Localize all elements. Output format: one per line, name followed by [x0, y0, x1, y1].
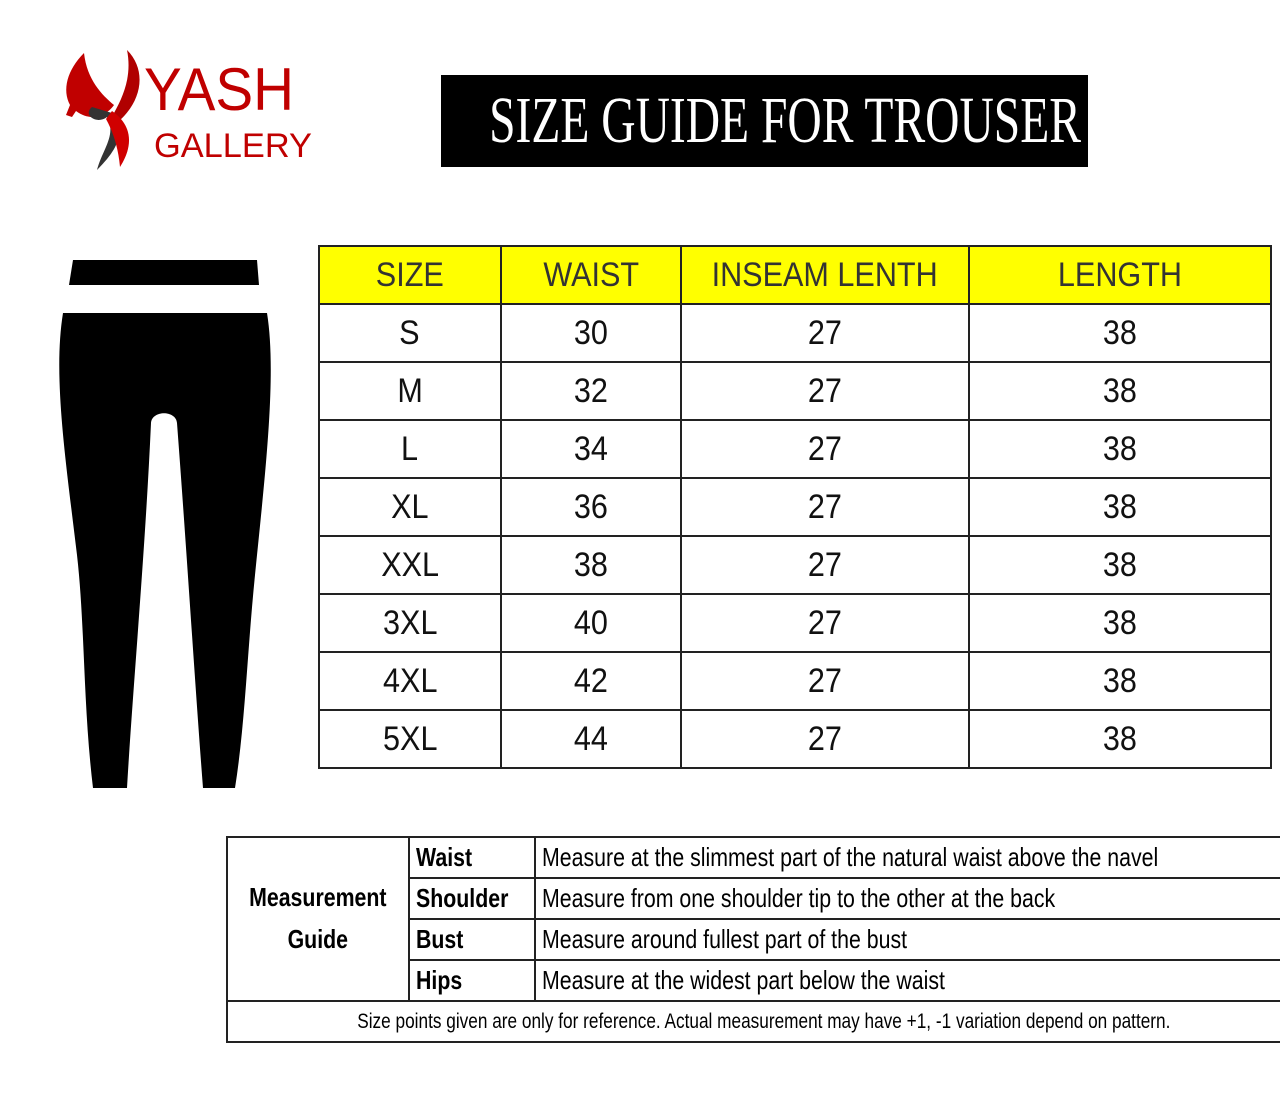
size-row: XXL 38 27 38	[318, 535, 1273, 595]
guide-row: Bust Measure around fullest part of the …	[227, 918, 1280, 961]
size-cell: S	[318, 303, 502, 363]
size-row: 5XL 44 27 38	[318, 709, 1273, 769]
page-title: SIZE GUIDE FOR TROUSER	[488, 84, 1081, 157]
guide-label: Hips	[407, 959, 537, 1002]
size-cell: 40	[499, 593, 683, 653]
size-row: XL 36 27 38	[318, 477, 1273, 537]
size-cell: 38	[499, 535, 683, 595]
size-cell: 27	[680, 709, 970, 769]
guide-label: Waist	[407, 836, 537, 879]
header-cell: INSEAM LENTH	[680, 245, 970, 305]
guide-note-row: Size points given are only for reference…	[226, 1000, 1280, 1043]
guide-text: Measure around fullest part of the bust	[534, 918, 1280, 961]
size-cell: 42	[499, 651, 683, 711]
size-cell: 3XL	[318, 593, 502, 653]
header-cell: LENGTH	[967, 245, 1273, 305]
measurement-guide-table: Measurement Guide Waist Measure at the s…	[226, 836, 1280, 1043]
guide-row: Shoulder Measure from one shoulder tip t…	[227, 877, 1280, 920]
header-cell: WAIST	[499, 245, 683, 305]
title-banner: SIZE GUIDE FOR TROUSER	[441, 75, 1088, 167]
size-row: 4XL 42 27 38	[318, 651, 1273, 711]
guide-row: Hips Measure at the widest part below th…	[227, 959, 1280, 1002]
yash-gallery-logo: YASH GALLERY	[66, 50, 312, 170]
size-cell: 30	[499, 303, 683, 363]
size-cell: 27	[680, 651, 970, 711]
size-table-header: SIZE WAIST INSEAM LENTH LENGTH	[318, 245, 1273, 305]
size-cell: 36	[499, 477, 683, 537]
guide-text: Measure at the widest part below the wai…	[534, 959, 1280, 1002]
size-cell: 38	[967, 419, 1273, 479]
guide-text: Measure from one shoulder tip to the oth…	[534, 877, 1280, 920]
size-cell: XXL	[318, 535, 502, 595]
size-cell: 27	[680, 419, 970, 479]
size-cell: L	[318, 419, 502, 479]
guide-row: Measurement Guide Waist Measure at the s…	[226, 836, 1280, 1002]
size-cell: 38	[967, 593, 1273, 653]
size-cell: 44	[499, 709, 683, 769]
guide-note: Size points given are only for reference…	[226, 1000, 1280, 1043]
brand-line2: GALLERY	[154, 127, 312, 165]
size-cell: 27	[680, 361, 970, 421]
guide-label: Shoulder	[407, 877, 537, 920]
size-cell: 34	[499, 419, 683, 479]
size-cell: 27	[680, 303, 970, 363]
size-cell: 38	[967, 303, 1273, 363]
size-row: S 30 27 38	[318, 303, 1273, 363]
size-cell: XL	[318, 477, 502, 537]
trouser-icon	[59, 260, 271, 788]
size-cell: 5XL	[318, 709, 502, 769]
guide-heading: Measurement Guide	[226, 836, 410, 1002]
size-cell: 32	[499, 361, 683, 421]
size-cell: 27	[680, 535, 970, 595]
brand-line1: YASH	[144, 56, 294, 123]
guide-label: Bust	[407, 918, 537, 961]
size-row: M 32 27 38	[318, 361, 1273, 421]
header-cell: SIZE	[318, 245, 502, 305]
size-cell: 4XL	[318, 651, 502, 711]
size-row: 3XL 40 27 38	[318, 593, 1273, 653]
size-cell: 27	[680, 477, 970, 537]
size-cell: 38	[967, 477, 1273, 537]
size-cell: 38	[967, 709, 1273, 769]
size-row: L 34 27 38	[318, 419, 1273, 479]
size-table: SIZE WAIST INSEAM LENTH LENGTH S 30 27 38 M 3…	[318, 245, 1273, 769]
guide-text: Measure at the slimmest part of the natu…	[534, 836, 1280, 879]
size-cell: M	[318, 361, 502, 421]
size-cell: 38	[967, 361, 1273, 421]
size-cell: 38	[967, 651, 1273, 711]
size-cell: 27	[680, 593, 970, 653]
size-cell: 38	[967, 535, 1273, 595]
